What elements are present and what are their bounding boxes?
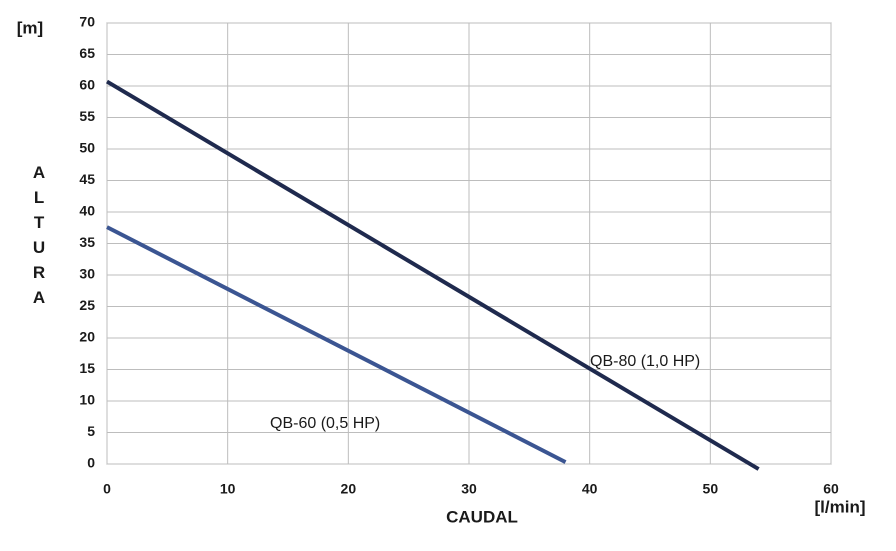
y-tick-label: 65 [79, 45, 95, 61]
y-tick-label: 5 [87, 423, 95, 439]
series-line [105, 79, 760, 471]
x-tick-label: 30 [461, 481, 477, 497]
y-tick-label: 10 [79, 392, 95, 408]
series-line [106, 225, 567, 464]
x-tick-label: 20 [341, 481, 357, 497]
y-tick-label: 30 [79, 266, 95, 282]
x-tick-label: 40 [582, 481, 598, 497]
x-tick-label: 50 [703, 481, 719, 497]
y-tick-label: 25 [79, 297, 95, 313]
y-tick-label: 35 [79, 234, 95, 250]
x-unit: [l/min] [815, 497, 866, 516]
series-label: QB-60 (0,5 HP) [270, 415, 380, 432]
series-label: QB-80 (1,0 HP) [590, 353, 700, 370]
x-tick-label: 10 [220, 481, 236, 497]
y-tick-label: 0 [87, 455, 95, 471]
y-tick-label: 50 [79, 140, 95, 156]
x-tick-label: 60 [823, 481, 839, 497]
x-tick-label: 0 [103, 481, 111, 497]
y-tick-label: 45 [79, 171, 95, 187]
y-tick-label: 15 [79, 360, 95, 376]
y-unit: [m] [17, 18, 43, 37]
y-tick-label: 40 [79, 203, 95, 219]
x-axis-title: CAUDAL [446, 507, 518, 526]
y-tick-label: 20 [79, 329, 95, 345]
y-tick-label: 70 [79, 14, 95, 30]
y-tick-label: 55 [79, 108, 95, 124]
y-tick-label: 60 [79, 77, 95, 93]
y-axis-title: ALTURA [30, 163, 49, 313]
